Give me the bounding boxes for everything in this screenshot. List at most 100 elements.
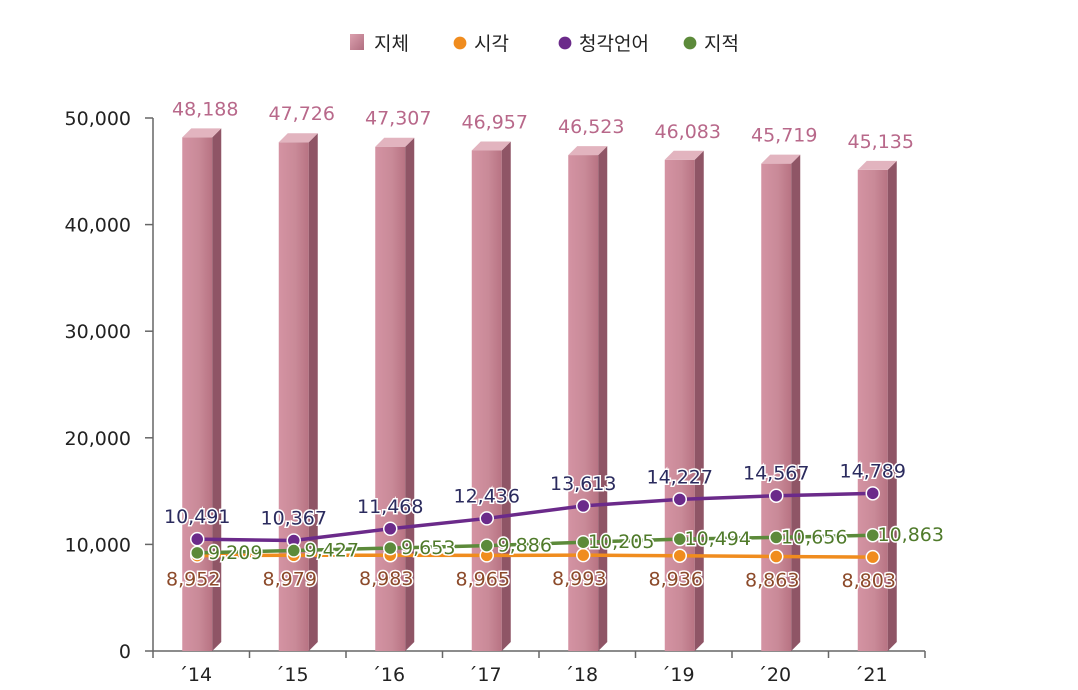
legend-label: 시각 bbox=[474, 33, 509, 55]
line-data-label: 10,367 bbox=[261, 507, 327, 529]
line-data-label: 8,803 bbox=[842, 570, 896, 592]
line-data-label: 8,863 bbox=[745, 570, 799, 592]
line-data-label: 14,567 bbox=[743, 463, 809, 485]
line-data-label: 11,468 bbox=[357, 496, 423, 518]
x-tick-label: ´19 bbox=[661, 664, 695, 686]
line-data-label: 8,952 bbox=[166, 569, 220, 591]
x-tick-label: ´16 bbox=[371, 664, 405, 686]
legend-item: 청각언어 bbox=[557, 33, 649, 55]
y-tick-label: 10,000 bbox=[65, 534, 131, 556]
bar-top bbox=[375, 137, 415, 147]
bar-side bbox=[405, 137, 415, 651]
line-data-label: 9,427 bbox=[305, 540, 359, 562]
bar-front bbox=[471, 150, 502, 651]
series-point bbox=[286, 543, 301, 558]
bar-side bbox=[887, 160, 897, 651]
x-tick-label: ´15 bbox=[275, 664, 309, 686]
x-tick-label: ´20 bbox=[757, 664, 791, 686]
series-line bbox=[197, 491, 873, 543]
legend-label: 지체 bbox=[374, 33, 409, 55]
bar-data-label: 46,083 bbox=[655, 121, 721, 143]
bar-top bbox=[278, 133, 318, 143]
series-point bbox=[865, 527, 880, 543]
legend-marker bbox=[452, 35, 468, 51]
bar-front bbox=[568, 155, 599, 651]
bar-series bbox=[182, 128, 897, 651]
x-tick-label: ´14 bbox=[178, 664, 212, 686]
bar-data-label: 48,188 bbox=[172, 98, 238, 120]
series-point bbox=[479, 538, 494, 553]
series-point bbox=[769, 549, 784, 564]
bar-top bbox=[761, 154, 801, 164]
legend: 지체 시각 청각언어 지적 bbox=[350, 33, 739, 55]
legend-marker bbox=[557, 35, 573, 51]
bar-data-label: 46,957 bbox=[462, 111, 528, 133]
series-point bbox=[769, 530, 784, 545]
bar-side bbox=[501, 141, 511, 651]
bar-top bbox=[857, 160, 897, 170]
bar-front bbox=[664, 159, 695, 651]
series-point bbox=[576, 534, 591, 550]
bar-data-label: 47,307 bbox=[365, 108, 431, 130]
line-data-label: 8,983 bbox=[359, 568, 413, 590]
line-data-label: 8,979 bbox=[263, 568, 317, 590]
legend-label: 지적 bbox=[704, 33, 739, 55]
series-point bbox=[672, 531, 687, 547]
legend-item: 지체 bbox=[350, 33, 409, 55]
bar bbox=[761, 154, 801, 651]
line-data-label: 14,227 bbox=[647, 466, 713, 488]
bar bbox=[568, 146, 608, 651]
line-data-label: 13,613 bbox=[550, 473, 616, 495]
bar-side bbox=[308, 133, 318, 651]
bar-top bbox=[182, 128, 222, 138]
line-data-label: 8,993 bbox=[552, 568, 606, 590]
series-point bbox=[576, 498, 591, 514]
legend-marker bbox=[682, 35, 698, 51]
series-point bbox=[672, 492, 687, 507]
series-line bbox=[197, 533, 873, 555]
bar-data-label: 47,726 bbox=[269, 103, 335, 125]
line-data-label: 12,436 bbox=[454, 485, 520, 507]
bar-top bbox=[471, 141, 511, 151]
x-tick-label: ´21 bbox=[854, 664, 888, 686]
bar bbox=[471, 141, 511, 651]
bar bbox=[375, 137, 415, 651]
bar-front bbox=[761, 163, 792, 651]
legend-item: 지적 bbox=[682, 33, 739, 55]
legend-swatch bbox=[350, 34, 364, 50]
bar bbox=[857, 160, 897, 651]
series-point bbox=[190, 531, 205, 547]
bar-front bbox=[375, 146, 406, 651]
line-data-label: 9,653 bbox=[401, 537, 455, 559]
series-line bbox=[197, 553, 873, 559]
series-point bbox=[383, 521, 398, 537]
bar-side bbox=[791, 154, 801, 651]
line-data-label: 8,965 bbox=[456, 568, 510, 590]
series-point bbox=[672, 548, 687, 563]
line-data-label: 14,789 bbox=[840, 460, 906, 482]
line-data-label: 10,205 bbox=[588, 531, 654, 553]
legend-item: 시각 bbox=[452, 33, 509, 55]
bar-data-label: 45,135 bbox=[848, 131, 914, 153]
bar-data-label: 45,719 bbox=[751, 125, 817, 147]
bar-front bbox=[857, 169, 888, 651]
bar-top bbox=[568, 146, 608, 156]
line-data-label: 10,494 bbox=[685, 528, 751, 550]
series-point bbox=[383, 540, 398, 556]
bar bbox=[278, 133, 318, 651]
y-tick-label: 20,000 bbox=[65, 428, 131, 450]
y-tick-label: 0 bbox=[119, 641, 131, 663]
y-tick-label: 40,000 bbox=[65, 215, 131, 237]
y-tick-label: 30,000 bbox=[65, 321, 131, 343]
line-data-label: 9,209 bbox=[208, 542, 262, 564]
bar-front bbox=[278, 142, 309, 651]
bar bbox=[664, 150, 704, 651]
series-point bbox=[865, 486, 880, 501]
bar-data-label: 46,523 bbox=[558, 116, 624, 138]
legend-label: 청각언어 bbox=[579, 33, 649, 55]
x-tick-label: ´18 bbox=[564, 664, 598, 686]
line-data-label: 10,863 bbox=[878, 524, 944, 546]
bar-side bbox=[212, 128, 222, 651]
data-labels: 48,188 47,726 47,307 46,957 46,523 46,083 45,7… bbox=[163, 98, 946, 593]
